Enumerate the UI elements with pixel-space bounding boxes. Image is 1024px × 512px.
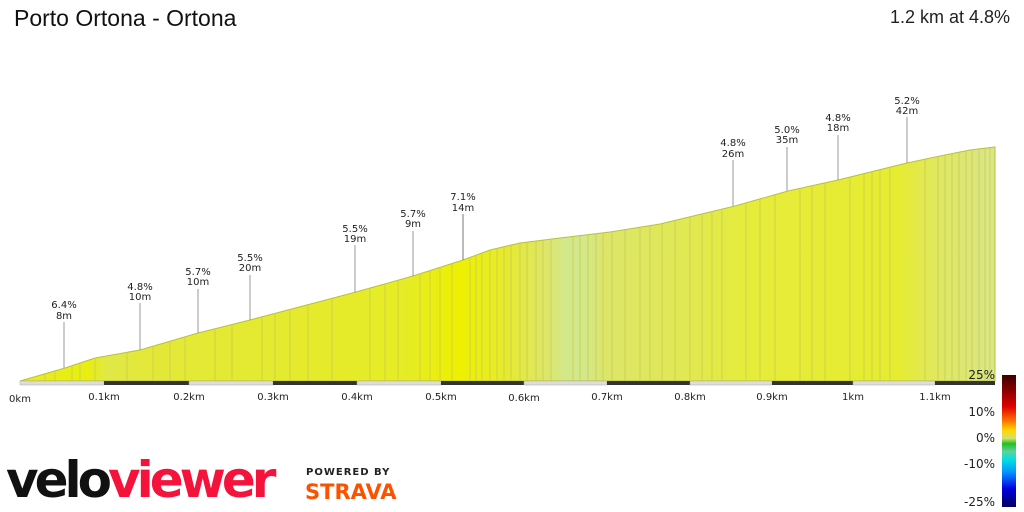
segment-length: 19m [344, 234, 366, 245]
x-tick: 0.2km [173, 392, 204, 403]
segment-gradient: 4.8% [720, 138, 745, 149]
segment-gradient: 5.7% [400, 209, 425, 220]
segment-gradient: 4.8% [825, 113, 850, 124]
segment-length: 14m [452, 203, 474, 214]
route-title: Porto Ortona - Ortona [14, 5, 237, 31]
segment-gradient: 7.1% [450, 192, 475, 203]
x-tick: 0.8km [674, 392, 705, 403]
segment-length: 8m [56, 311, 72, 322]
x-tick: 0.7km [591, 392, 622, 403]
segment-labels: 6.4% 8m 4.8% 10m 5.7% 10m 5.5% 20m 5.5% … [51, 96, 919, 322]
x-tick: 0.3km [257, 392, 288, 403]
segment-length: 26m [722, 149, 744, 160]
x-tick: 1.1km [919, 392, 950, 403]
segment-gradient: 5.5% [342, 224, 367, 235]
x-tick: 0.1km [88, 392, 119, 403]
strava-logo: STRAVA [305, 480, 397, 504]
legend-label-0: 0% [975, 431, 995, 445]
segment-length: 10m [129, 292, 151, 303]
segment-dividers [44, 148, 991, 381]
x-tick: 1km [842, 392, 864, 403]
route-summary: 1.2 km at 4.8% [889, 7, 1010, 27]
segment-gradient: 5.7% [185, 267, 210, 278]
powered-by-label: POWERED BY [306, 467, 391, 478]
veloviewer-logo: veloviewer [6, 451, 276, 509]
segment-annotations [63, 117, 908, 368]
segment-length: 20m [239, 263, 261, 274]
logo-viewer: viewer [108, 451, 276, 509]
segment-length: 42m [896, 106, 918, 117]
legend-label-25: 25% [968, 368, 995, 382]
gradient-color-scale [1002, 375, 1016, 507]
segment-length: 18m [827, 123, 849, 134]
segment-length: 35m [776, 135, 798, 146]
segment-gradient: 5.0% [774, 125, 799, 136]
x-tick: 0.5km [425, 392, 456, 403]
x-tick: 0.6km [508, 393, 539, 404]
segment-gradient: 5.2% [894, 96, 919, 107]
x-tick: 0.9km [756, 392, 787, 403]
x-tick: 0km [9, 394, 31, 405]
x-axis-labels: 0km 0.1km 0.2km 0.3km 0.4km 0.5km 0.6km … [9, 392, 951, 405]
segment-length: 9m [405, 219, 421, 230]
legend-label-10: 10% [968, 405, 995, 419]
segment-gradient: 5.5% [237, 253, 262, 264]
legend-label-minus10: -10% [963, 457, 995, 471]
legend-label-minus25: -25% [963, 495, 995, 509]
logo-velo: velo [6, 451, 112, 509]
segment-gradient: 6.4% [51, 300, 76, 311]
segment-gradient: 4.8% [127, 282, 152, 293]
segment-length: 10m [187, 277, 209, 288]
x-tick: 0.4km [341, 392, 372, 403]
distance-scale-bar [19, 380, 995, 386]
elevation-area [19, 146, 996, 382]
